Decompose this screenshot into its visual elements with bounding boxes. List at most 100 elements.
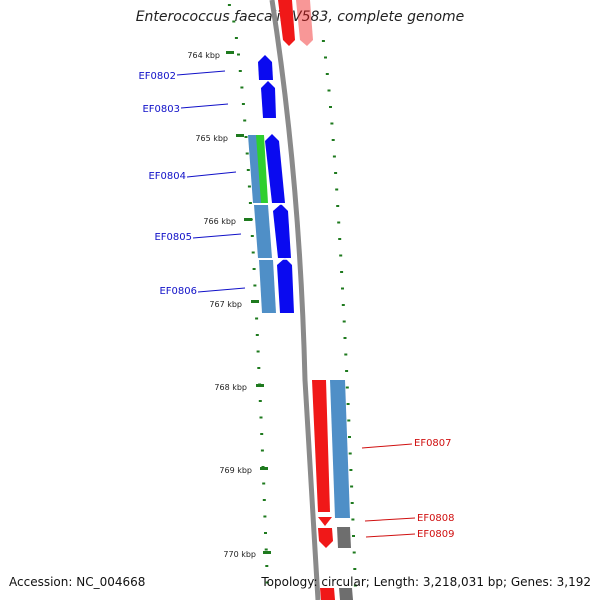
dotsLeft-dot <box>232 20 236 23</box>
dotsLeft-dot <box>243 119 247 122</box>
dotsRight-dot <box>352 551 356 554</box>
dotsRight-dot <box>327 89 331 92</box>
svg-text:766 kbp: 766 kbp <box>203 217 236 226</box>
reverse-gene-top-partial[interactable] <box>278 0 313 46</box>
svg-text:EF0808: EF0808 <box>417 513 455 524</box>
dotsRight-dot <box>331 139 335 141</box>
gene-labels: EF0802 EF0803 EF0804 EF0805 EF0806 EF080… <box>138 70 455 540</box>
gene-EF0807-arrow[interactable] <box>312 380 330 512</box>
dotsLeft-dot <box>251 251 255 254</box>
gene-EF0805-arrow[interactable] <box>273 204 291 258</box>
svg-text:EF0806: EF0806 <box>159 286 197 297</box>
dotsLeft-dot <box>264 532 267 534</box>
svg-text:EF0805: EF0805 <box>154 232 192 243</box>
dotsRight-dot <box>340 271 344 273</box>
label-EF0805[interactable]: EF0805 <box>154 232 242 243</box>
dotsLeft-dot <box>260 433 264 435</box>
tick-766-kbp: 766 kbp <box>203 217 252 226</box>
dotsRight-dot <box>324 56 327 59</box>
cds-EF0806[interactable] <box>259 260 276 313</box>
gene-EF0802-arrow[interactable] <box>258 55 273 80</box>
dotsLeft-dot <box>237 53 240 56</box>
label-EF0807[interactable]: EF0807 <box>361 438 452 449</box>
dotsLeft-dot <box>238 70 242 72</box>
dotsLeft-dot <box>246 169 250 171</box>
label-EF0809[interactable]: EF0809 <box>365 529 455 540</box>
dotsLeft-dot <box>247 185 251 188</box>
dotsRight-dot <box>353 584 357 587</box>
gene-EF0808-arrow[interactable] <box>318 517 332 526</box>
svg-text:770 kbp: 770 kbp <box>223 550 256 559</box>
feature-separators <box>252 203 295 260</box>
label-EF0808[interactable]: EF0808 <box>364 513 455 524</box>
dotsRight-dot <box>348 436 351 438</box>
dotsLeft-dot <box>263 515 267 518</box>
reverse-gene-bottom-partial[interactable] <box>320 588 335 600</box>
dotsLeft-dot <box>227 4 231 6</box>
cds-features-reverse <box>330 380 353 600</box>
dotsLeft-dot <box>240 86 244 89</box>
gene-EF0809-arrow[interactable] <box>318 528 333 548</box>
dotsLeft-dot <box>241 103 245 105</box>
dotsLeft-dot <box>250 235 254 237</box>
tick-769-kbp: 769 kbp <box>219 466 268 475</box>
dotsRight-dot <box>346 403 350 405</box>
svg-text:EF0807: EF0807 <box>414 438 452 449</box>
dotsLeft-dot <box>262 499 266 501</box>
dotsRight-dot <box>339 254 343 257</box>
feature-EF0809[interactable] <box>337 527 351 548</box>
feature-bottom-partial[interactable] <box>339 588 353 600</box>
label-EF0806[interactable]: EF0806 <box>159 286 246 297</box>
dotsRight-dot <box>350 502 354 504</box>
svg-text:767 kbp: 767 kbp <box>209 300 242 309</box>
label-EF0802[interactable]: EF0802 <box>138 70 226 82</box>
svg-text:EF0804: EF0804 <box>148 171 186 182</box>
tick-marks: 764 kbp 765 kbp 766 kbp 767 kbp 768 kbp … <box>187 51 271 559</box>
dotsRight-dot <box>345 386 349 389</box>
dotsRight-dot <box>350 485 354 488</box>
cds-features-forward <box>248 135 276 313</box>
dotsLeft-dot <box>265 581 269 584</box>
dotsRight-dot <box>352 535 355 537</box>
dotsRight-dot <box>348 452 352 455</box>
tick-764-kbp: 764 kbp <box>187 51 234 60</box>
svg-text:EF0803: EF0803 <box>142 104 180 115</box>
dotsRight-dot <box>345 370 349 372</box>
dotsRight-dot <box>335 188 339 191</box>
label-EF0804[interactable]: EF0804 <box>148 171 237 182</box>
genome-summary: Topology: circular; Length: 3,218,031 bp… <box>261 575 591 589</box>
dotsLeft-dot <box>255 334 259 336</box>
svg-text:768 kbp: 768 kbp <box>214 383 247 392</box>
dotsLeft-dot <box>245 152 249 155</box>
accession-label: Accession: NC_004668 <box>9 575 146 589</box>
cds-EF0805[interactable] <box>254 205 272 258</box>
label-EF0803[interactable]: EF0803 <box>142 103 229 115</box>
dotsLeft-dot <box>257 367 261 369</box>
svg-text:765 kbp: 765 kbp <box>195 134 228 143</box>
tick-770-kbp: 770 kbp <box>223 550 271 559</box>
dotsRight-dot <box>329 106 332 108</box>
dotsRight-dot <box>349 469 353 471</box>
tick-765-kbp: 765 kbp <box>195 134 244 143</box>
svg-text:EF0802: EF0802 <box>138 71 176 82</box>
genome-backbone <box>269 0 321 600</box>
dotsRight-dot <box>332 155 336 158</box>
cds-EF0807[interactable] <box>330 380 350 518</box>
dotsRight-dot <box>344 353 348 356</box>
dotsRight-dot <box>343 337 347 339</box>
gene-EF0803-arrow[interactable] <box>261 81 276 118</box>
dotsRight-dot <box>336 205 340 207</box>
dotsRight-dot <box>353 568 357 570</box>
forward-strand-genes <box>258 55 294 313</box>
tick-768-kbp: 768 kbp <box>214 383 264 392</box>
svg-text:EF0809: EF0809 <box>417 529 455 540</box>
rna-EF0804[interactable] <box>256 135 268 203</box>
cds-EF0804[interactable] <box>248 135 262 203</box>
gene-EF0806-arrow[interactable] <box>277 258 294 313</box>
gene-EF0804-arrow[interactable] <box>265 134 285 203</box>
dotsRight-dot <box>321 40 325 42</box>
dotsLeft-dot <box>260 449 264 452</box>
dotsRight-dot <box>342 320 346 323</box>
svg-text:764 kbp: 764 kbp <box>187 51 220 60</box>
